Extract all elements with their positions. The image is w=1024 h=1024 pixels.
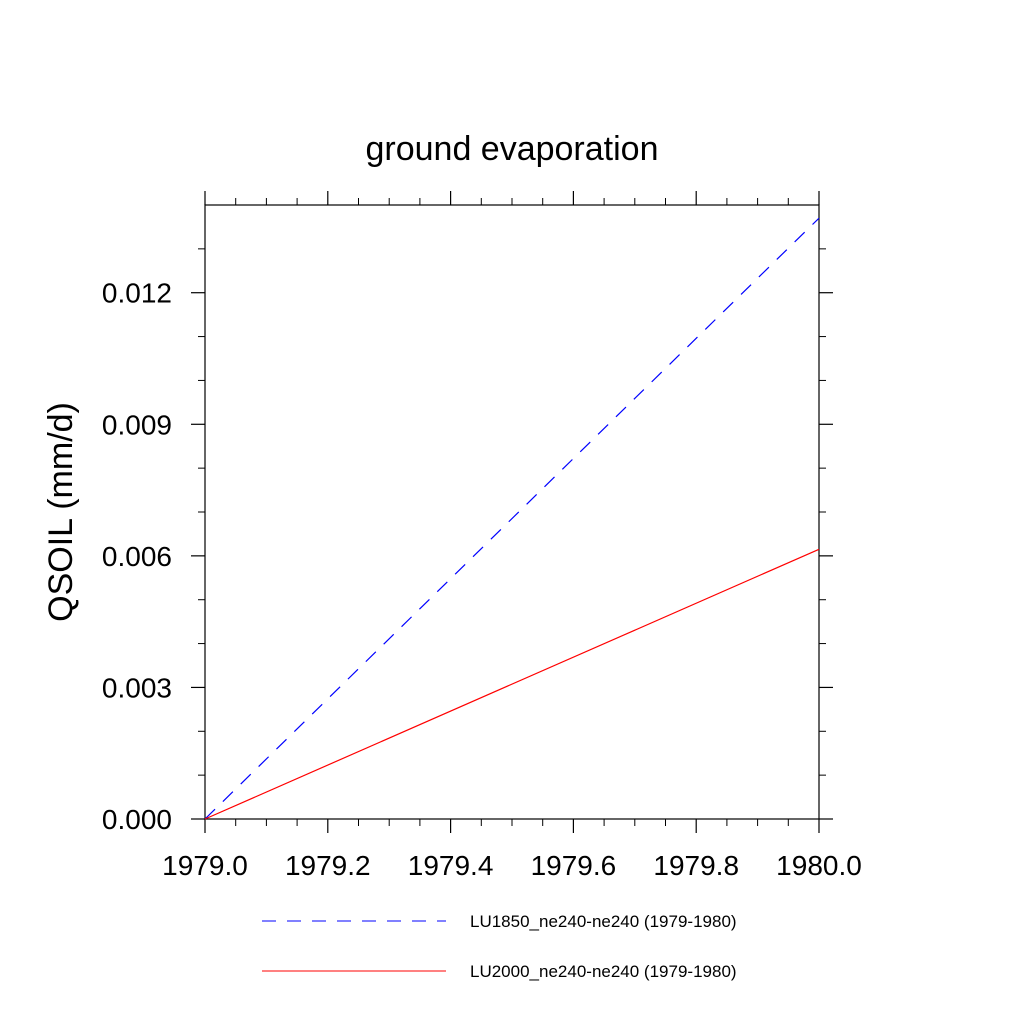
x-tick-label: 1979.4 — [408, 850, 494, 881]
series-line-2 — [204, 548, 820, 820]
series-layer — [204, 217, 820, 820]
legend-label-2: LU2000_ne240-ne240 (1979-1980) — [470, 962, 737, 981]
y-tick-label: 0.006 — [102, 541, 172, 572]
y-tick-label: 0.012 — [102, 278, 172, 309]
x-tick-label: 1979.0 — [162, 850, 248, 881]
y-tick-labels: 0.000 0.003 0.006 0.009 0.012 — [102, 278, 172, 835]
x-tick-label: 1979.2 — [285, 850, 371, 881]
legend: LU1850_ne240-ne240 (1979-1980) LU2000_ne2… — [262, 912, 737, 981]
x-tick-label: 1979.8 — [653, 850, 739, 881]
x-tick-label: 1980.0 — [776, 850, 862, 881]
chart-title: ground evaporation — [365, 130, 658, 168]
y-tick-label: 0.000 — [102, 804, 172, 835]
axis-ticks — [191, 191, 833, 833]
series-line-1 — [204, 217, 820, 820]
y-tick-label: 0.003 — [102, 672, 172, 703]
legend-label-1: LU1850_ne240-ne240 (1979-1980) — [470, 912, 737, 931]
x-tick-label: 1979.6 — [531, 850, 617, 881]
y-axis-label: QSOIL (mm/d) — [42, 402, 80, 622]
y-tick-label: 0.009 — [102, 409, 172, 440]
plot-frame — [204, 204, 820, 820]
x-tick-labels: 1979.0 1979.2 1979.4 1979.6 1979.8 1980.0 — [162, 850, 862, 881]
